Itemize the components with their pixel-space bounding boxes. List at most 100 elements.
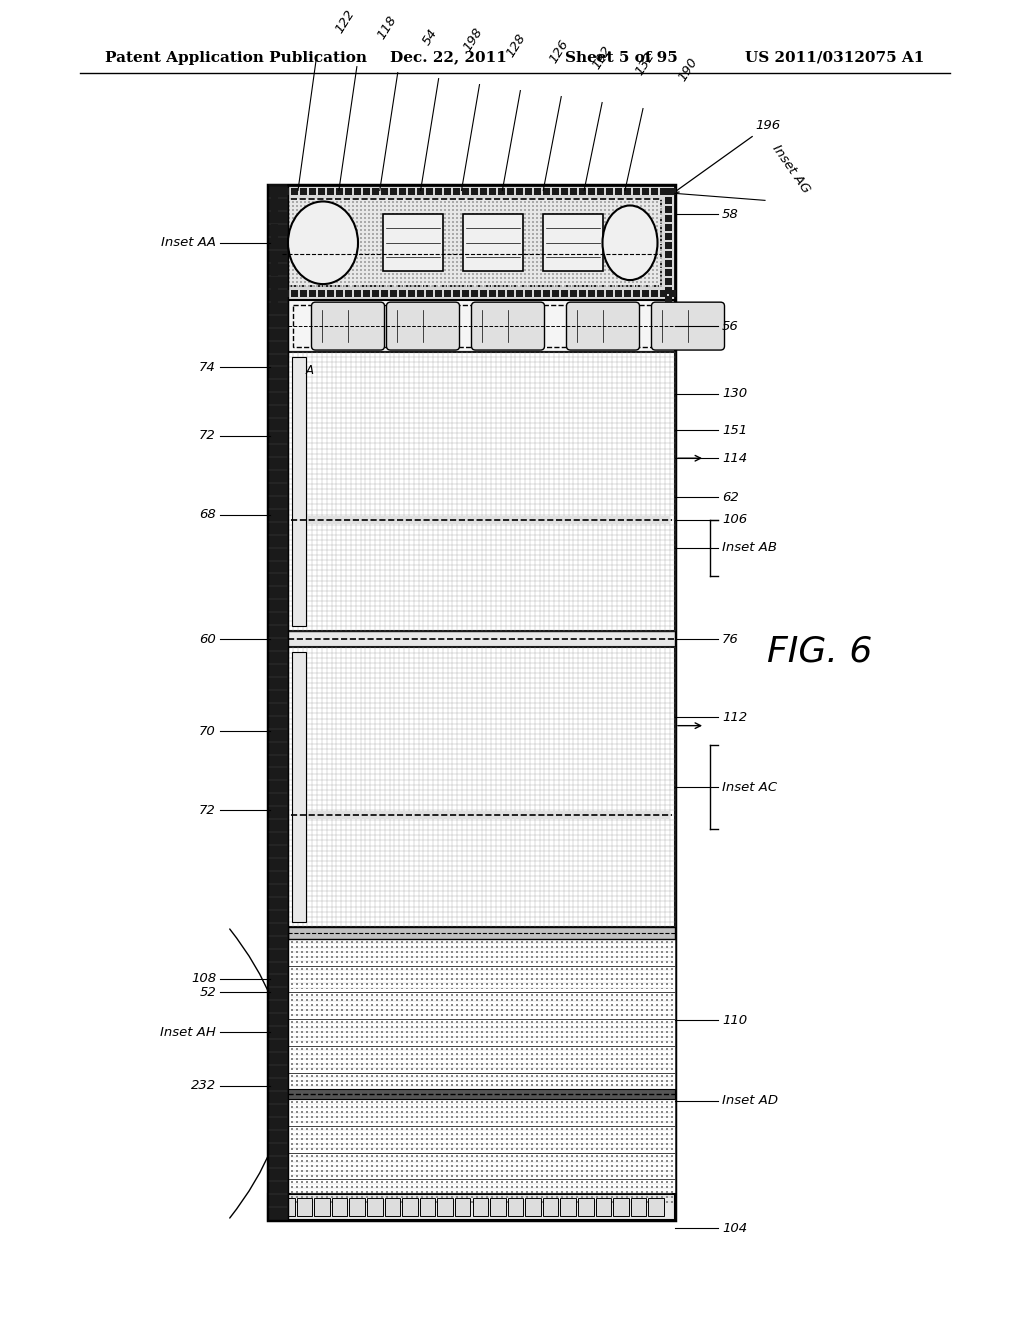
Bar [636,956,638,958]
Bar [431,1068,433,1069]
Bar [381,189,388,195]
Bar [572,273,574,275]
Bar [575,1089,578,1092]
Bar [536,1026,538,1028]
Bar [301,978,303,979]
Bar [615,290,622,297]
Bar [662,968,663,970]
Bar [516,1036,518,1038]
Bar [466,956,468,958]
Bar [460,285,462,288]
Bar [300,257,302,259]
Bar [611,950,613,953]
Bar [480,230,482,231]
Bar [306,946,308,948]
Bar [316,941,318,942]
Bar [480,269,482,271]
Bar [566,1111,568,1113]
Bar [501,982,503,985]
Bar [636,1048,638,1049]
Bar [504,273,506,275]
Bar [351,999,353,1002]
Bar [490,1129,493,1130]
Bar [660,277,662,280]
Bar [368,210,370,211]
Bar [368,214,370,215]
Bar [656,1068,658,1069]
Bar [644,226,646,227]
Bar [504,249,506,251]
Bar [456,1074,458,1077]
Bar [520,249,522,251]
Bar [662,1068,663,1069]
Bar [296,946,298,948]
Bar [641,941,643,942]
Bar [351,1036,353,1038]
Bar [351,950,353,953]
Bar [646,1155,648,1156]
Bar [426,1187,428,1188]
Bar [596,1022,598,1023]
Bar [406,1080,408,1081]
Bar [388,285,390,288]
Bar [401,1117,403,1118]
Bar [416,999,418,1002]
Bar [620,246,622,247]
Bar [321,1053,323,1055]
Bar [566,941,568,942]
Bar [620,222,622,223]
Bar [420,214,422,215]
Bar [388,257,390,259]
Bar [391,1175,393,1176]
Bar [401,982,403,985]
Bar [580,253,582,255]
Bar [646,999,648,1002]
Bar [520,202,522,203]
Bar [541,1031,543,1034]
Bar [606,1155,608,1156]
Bar [452,261,454,263]
Bar [436,1106,438,1109]
Bar [512,234,514,235]
Bar [341,1022,343,1023]
Bar [626,1181,628,1184]
Bar [626,1101,628,1104]
Bar [556,961,558,962]
Bar [626,1022,628,1023]
Bar [571,1160,573,1162]
Bar [651,1036,653,1038]
Bar [490,1170,493,1172]
Bar [461,1068,463,1069]
Bar [346,982,348,985]
Bar [665,198,672,205]
Bar [472,234,474,235]
Bar [296,210,298,211]
Bar [466,1148,468,1150]
Bar [556,987,558,990]
Bar [500,249,502,251]
Bar [368,226,370,227]
Bar [408,277,410,280]
Bar [604,246,606,247]
Bar [476,1048,478,1049]
Bar [506,1155,508,1156]
Bar [380,253,382,255]
Bar [624,226,626,227]
Bar [381,1085,383,1086]
Bar [546,1201,548,1204]
Bar [444,226,446,227]
Bar [581,1133,583,1135]
Text: 126: 126 [547,37,571,66]
Bar [396,238,398,239]
Bar [521,1068,523,1069]
Bar [651,994,653,997]
Bar [360,261,362,263]
Bar [666,1074,668,1077]
Bar [526,1089,528,1092]
Bar [546,941,548,942]
Bar [640,234,642,235]
Bar [511,1031,513,1034]
Bar [532,273,534,275]
Bar [546,1048,548,1049]
Bar [441,1068,443,1069]
